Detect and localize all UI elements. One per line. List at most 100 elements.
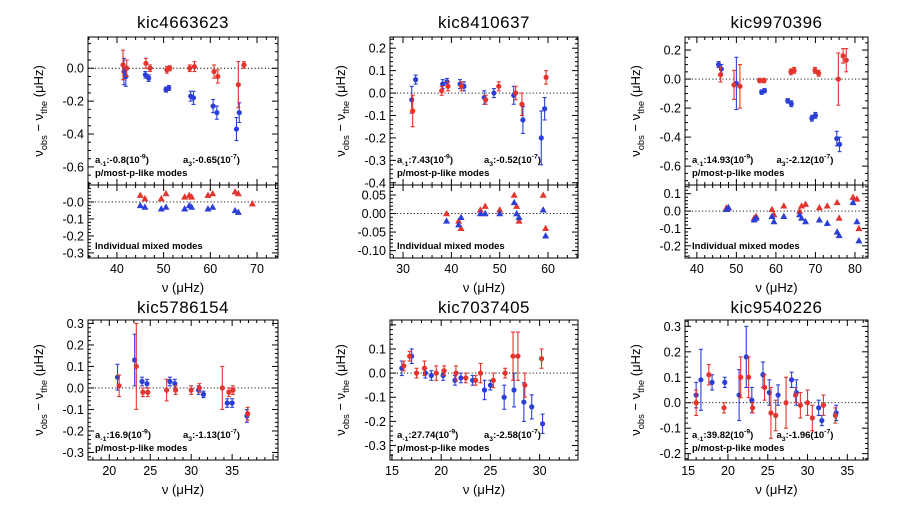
data-point [453,370,459,376]
data-point [409,97,415,103]
inset-label: Individual mixed modes [397,241,505,252]
data-point [481,387,488,393]
data-point [809,415,815,421]
mode-marker [752,214,760,221]
data-point [133,363,139,370]
annotation-a-3: a3:-1.96(10-7) [777,429,834,443]
data-point [200,391,207,398]
main-y-tick-label: 0.2 [67,338,84,352]
data-point [773,412,779,419]
data-point [746,374,752,380]
mode-marker [141,203,149,210]
annotation-a-3: a3:-2.12(10-7) [777,154,834,168]
inset-y-tick-label: -0.10 [358,244,387,258]
inset-y-tick-label: -0.3 [62,246,84,260]
mode-marker [835,214,843,221]
mode-marker [823,219,831,226]
main-y-tick-label: 0.0 [369,87,386,101]
panel-title: kic9970396 [731,13,823,32]
main-x-tick-label: 25 [761,464,775,478]
inset-x-tick-label: 60 [541,262,555,276]
data-point [477,370,484,376]
y-axis-label: νobs − νthe (μHz) [628,65,646,157]
main-x-tick-label: 25 [143,464,157,478]
data-point [820,402,827,408]
inset-x-tick-label: 70 [808,262,822,276]
mode-marker [770,217,778,225]
panel-kic8410637: kic8410637 0.2 0.1 0.0 -0.1 -0.2 -0.3 -0.4 a-1:7… [333,13,579,295]
data-point [511,387,517,393]
data-point [761,88,768,94]
main-x-tick-label: 20 [102,464,116,478]
main-y-tick-label: -0.4 [364,176,386,190]
main-y-tick-label: -0.2 [659,102,681,116]
data-point [214,110,220,116]
panel-title: kic4663623 [137,13,229,32]
data-point [241,62,247,68]
main-x-tick-label: 20 [721,464,735,478]
annotation-a-3: a3:-1.13(10-7) [183,429,240,443]
annotation-mode-type: p/most-p-like modes [397,443,489,454]
data-point [501,394,507,400]
inset-x-tick-label: 40 [110,262,124,276]
data-point [491,90,497,96]
data-point [490,377,496,383]
annotation-mode-type: p/most-p-like modes [692,168,784,179]
x-axis-label: ν (μHz) [463,280,505,295]
x-axis-label: ν (μHz) [162,482,204,497]
inset-y-tick-label: -0.2 [659,239,681,253]
annotation-a-minus-1: a-1:-0.8(10-9) [95,154,149,168]
data-point [401,363,407,369]
main-y-tick-label: 0.2 [664,44,681,58]
mode-marker [542,232,550,239]
data-point [187,65,193,71]
data-point [144,381,150,387]
main-y-tick-label: -0.3 [364,439,386,453]
panel-kic7037405: kic7037405 0.1 0.0 -0.1 -0.2 -0.3 15 20 25 30 a-1:… [333,298,579,497]
main-x-tick-label: 30 [533,464,547,478]
data-point [515,353,521,359]
data-point [836,141,843,147]
mode-marker [802,200,810,207]
data-point [458,375,464,381]
main-x-tick-label: 25 [483,464,497,478]
data-point [693,400,699,406]
inset-y-tick-label: 0.00 [362,207,386,221]
panel-kic9540226: kic9540226 0.3 0.2 0.1 0.0 -0.1 -0.215 20 25 30 35… [628,298,869,497]
data-point [230,387,236,393]
data-point [768,410,774,416]
mode-marker [443,217,451,224]
annotation-a-3: a3:-2.58(10-7) [484,429,541,443]
mode-marker [231,206,239,214]
data-point [738,374,744,380]
mode-marker [248,200,256,207]
data-point [496,83,502,89]
main-y-tick-label: 0.0 [67,381,84,395]
mode-marker [539,206,547,213]
data-point [737,83,743,89]
main-y-tick-label: -0.4 [659,131,681,145]
panel-title: kic5786154 [137,298,229,317]
main-y-tick-label: 0.2 [369,42,386,56]
data-point [190,95,197,101]
data-point [539,421,546,427]
data-point [483,97,489,103]
data-point [439,88,445,94]
data-point [757,77,763,84]
data-point [245,411,251,417]
mode-marker [136,201,144,209]
main-y-tick-label: -0.2 [364,131,386,145]
main-y-tick-label: -0.3 [364,154,386,168]
data-point [146,75,152,81]
mode-marker [188,193,196,200]
data-point [236,110,242,116]
mode-marker [853,217,861,225]
mode-marker [513,209,521,217]
mode-marker [181,205,189,212]
annotation-a-minus-1: a-1:7.43(10-9) [397,154,453,168]
mode-marker [162,203,170,210]
panel-kic9970396: kic9970396 0.2 0.0 -0.2 -0.4 -0.6 a-1:14.93(10… [628,13,869,295]
mode-marker [539,191,547,198]
mode-marker [780,202,788,209]
data-point [167,378,173,385]
